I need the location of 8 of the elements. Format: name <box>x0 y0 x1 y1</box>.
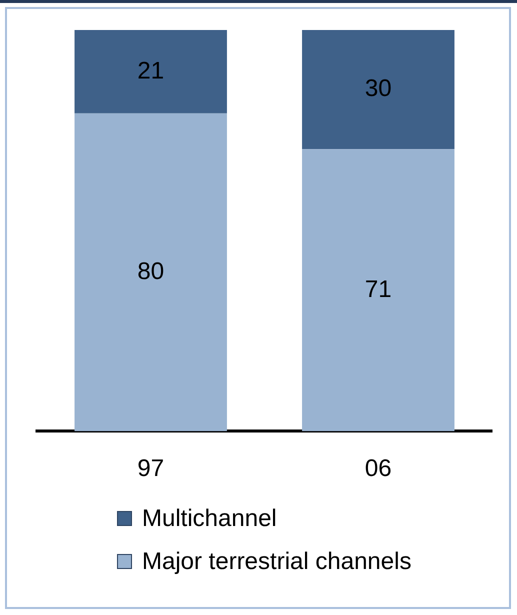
data-label: 80 <box>137 258 164 285</box>
data-label: 30 <box>364 75 392 102</box>
x-tick-label: 06 <box>364 455 392 482</box>
data-label: 71 <box>364 276 392 303</box>
legend-label: Multichannel <box>142 504 277 532</box>
legend-label: Major terrestrial channels <box>142 548 412 576</box>
data-label: 21 <box>137 57 164 84</box>
x-tick-label: 97 <box>137 455 164 482</box>
